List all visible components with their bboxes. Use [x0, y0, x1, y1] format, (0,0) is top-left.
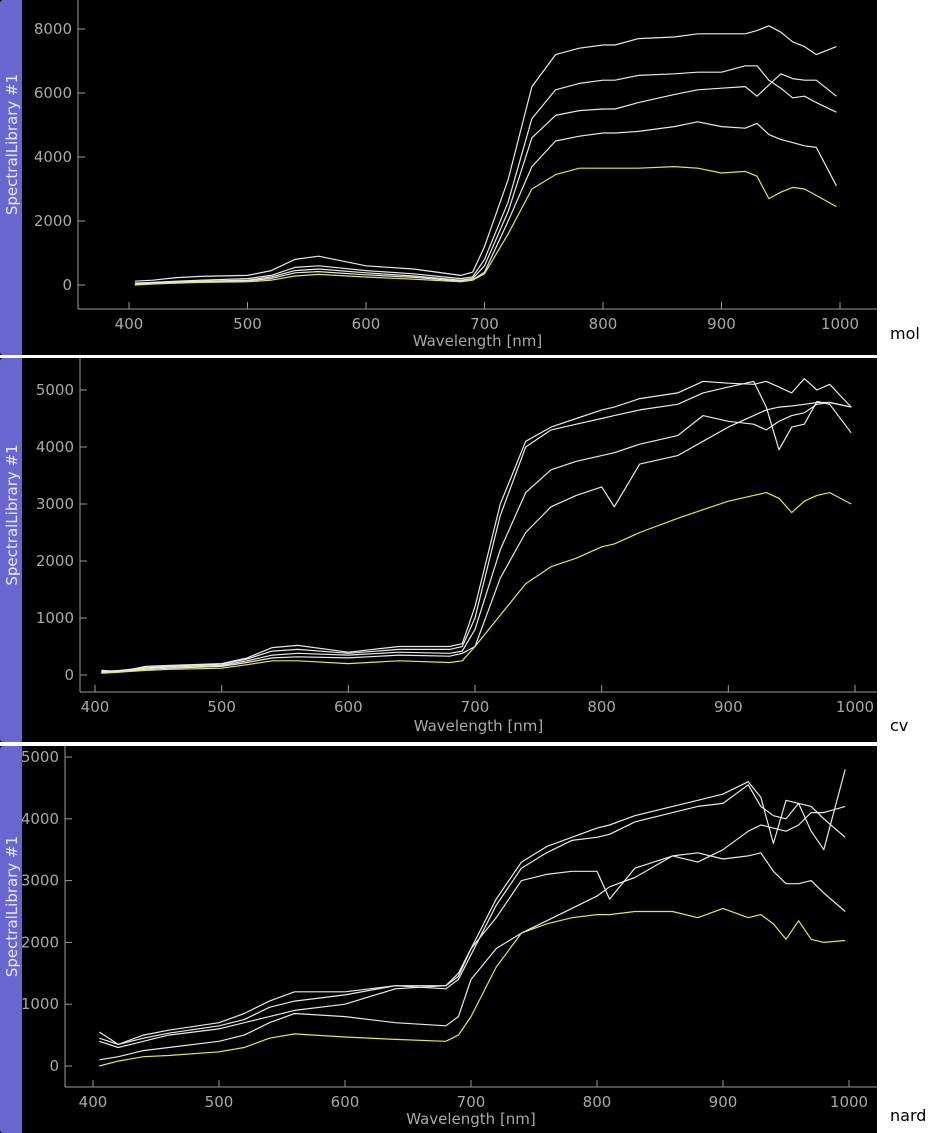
axis-title-strip	[0, 358, 22, 742]
x-tick-label: 600	[352, 315, 381, 333]
x-axis-title: Wavelength [nm]	[414, 717, 544, 735]
y-tick-label: 2000	[36, 552, 74, 570]
series-line-5	[99, 907, 846, 1067]
chart-label-nard: nard	[890, 1106, 927, 1125]
axis-title-strip	[0, 746, 22, 1133]
y-axis-title: SpectralLibrary #1	[3, 74, 21, 215]
x-tick-label: 900	[709, 1093, 738, 1111]
series-line-2	[99, 784, 846, 1045]
y-tick-label: 3000	[21, 872, 59, 890]
series-line-3	[99, 852, 846, 1049]
y-tick-label: 4000	[36, 438, 74, 456]
y-tick-label: 1000	[21, 995, 59, 1013]
chart-label-cv: cv	[890, 716, 909, 735]
x-tick-label: 600	[331, 1093, 360, 1111]
x-tick-label: 900	[714, 698, 743, 716]
y-tick-label: 0	[62, 276, 72, 294]
series-line-5	[101, 492, 852, 674]
series-line-1	[134, 25, 837, 282]
x-tick-label: 600	[334, 698, 363, 716]
y-axis-title: SpectralLibrary #1	[3, 836, 21, 977]
x-tick-label: 500	[205, 1093, 234, 1111]
series-line-4	[134, 121, 837, 285]
y-tick-label: 8000	[34, 20, 72, 38]
series-line-3	[134, 73, 837, 285]
series-line-5	[134, 166, 837, 286]
y-tick-label: 0	[64, 666, 74, 684]
y-tick-label: 4000	[21, 810, 59, 828]
x-tick-label: 800	[587, 698, 616, 716]
series-line-2	[134, 65, 837, 284]
chart-panel-cv: 400 500 600 700 800 900 1000 0 1000 2000 3000 4000 5…	[0, 358, 877, 742]
x-tick-label: 800	[589, 315, 618, 333]
x-tick-label: 800	[583, 1093, 612, 1111]
series-line-1	[98, 769, 846, 1045]
x-tick-label: 700	[470, 315, 499, 333]
y-tick-label: 2000	[34, 212, 72, 230]
series-line-2	[101, 380, 852, 673]
x-tick-label: 900	[707, 315, 736, 333]
y-tick-label: 4000	[34, 148, 72, 166]
y-tick-label: 2000	[21, 933, 59, 951]
y-tick-label: 5000	[36, 381, 74, 399]
chart-panel-nard: 400 500 600 700 800 900 1000 0 1000 2000 3000 4000 5…	[0, 746, 877, 1133]
y-tick-label: 1000	[36, 609, 74, 627]
x-tick-label: 500	[207, 698, 236, 716]
x-tick-label: 400	[79, 1093, 108, 1111]
y-tick-label: 3000	[36, 495, 74, 513]
chart-plot-nard: 400 500 600 700 800 900 1000 0 1000 2000 3000 4000 5…	[3, 746, 877, 1128]
x-tick-label: 500	[233, 315, 262, 333]
x-axis-title: Wavelength [nm]	[413, 332, 543, 350]
x-tick-label: 400	[115, 315, 144, 333]
series-line-1	[101, 378, 852, 673]
chart-panel-mol: 400 500 600 700 800 900 1000 0 2000 4000 6000 8000 W…	[0, 0, 877, 355]
chart-label-mol: mol	[890, 324, 920, 343]
series-line-3	[101, 401, 852, 673]
chart-plot-mol: 400 500 600 700 800 900 1000 0 2000 4000 6000 8000 W…	[3, 0, 877, 350]
x-tick-label: 700	[457, 1093, 486, 1111]
y-tick-label: 5000	[21, 748, 59, 766]
x-tick-label: 1000	[836, 698, 874, 716]
x-tick-label: 400	[81, 698, 110, 716]
series-line-4	[101, 401, 852, 674]
y-tick-label: 6000	[34, 84, 72, 102]
x-tick-label: 1000	[830, 1093, 868, 1111]
chart-plot-cv: 400 500 600 700 800 900 1000 0 1000 2000 3000 4000 5…	[3, 358, 877, 735]
x-tick-label: 1000	[821, 315, 859, 333]
x-tick-label: 700	[461, 698, 490, 716]
y-tick-label: 0	[49, 1057, 59, 1075]
x-axis-title: Wavelength [nm]	[406, 1110, 536, 1128]
series-line-4	[99, 805, 846, 1061]
y-axis-title: SpectralLibrary #1	[3, 444, 21, 585]
axis-title-strip	[0, 0, 22, 355]
